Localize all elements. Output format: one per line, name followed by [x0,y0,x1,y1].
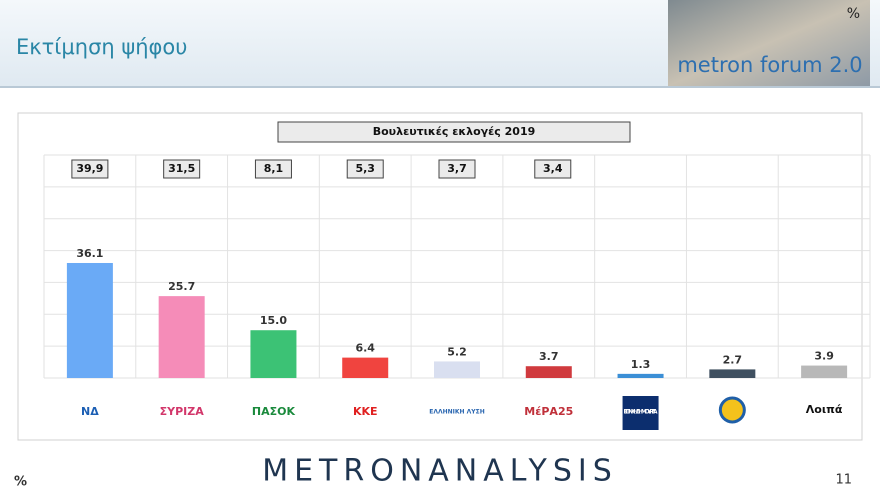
bar [617,373,664,378]
comparison-box [346,159,384,179]
x-tick-label: ΕΘΝΙΚΗ ΔΗΜΙΟΥΡΓΙΑ [624,409,658,416]
page-title: Εκτίμηση ψήφου [16,35,187,59]
data-label: 15.0 [260,314,287,327]
comparison-label: 39,9 [76,162,103,175]
x-tick-label: ΠΑΣΟΚ [252,405,296,418]
data-label: 36.1 [76,247,103,260]
data-label: 1.3 [631,358,651,371]
logo-bg [622,396,659,430]
comparison-box [254,159,292,179]
brand: METRONANALYSIS [262,454,618,489]
bar [158,296,205,378]
bar [801,365,848,378]
banner-unit: % [847,6,860,22]
bar [342,357,389,378]
comparison-label: 3,4 [543,162,563,175]
comparison-box [534,159,572,179]
bar [250,330,297,378]
bar [434,361,480,378]
x-tick-label: ΝΔ [81,405,99,418]
banner-image [668,0,870,86]
bar [66,262,113,378]
chart-title: Βουλευτικές εκλογές 2019 [373,125,536,138]
footer-unit: % [14,475,27,490]
comparison-label: 3,7 [447,162,467,175]
bar [525,366,572,378]
data-label: 3.7 [539,350,559,363]
chart-title-box [277,121,631,143]
comparison-label: 5,3 [355,162,375,175]
data-label: 3.9 [814,350,834,363]
x-tick-label: ΜέΡΑ25 [524,405,573,418]
logo [718,396,746,424]
data-label: 25.7 [168,280,195,293]
comparison-label: 8,1 [264,162,284,175]
data-label: 2.7 [723,353,743,366]
page-number: 11 [835,473,852,488]
data-label: 6.4 [355,342,375,355]
banner-text: metron forum 2.0 [677,53,862,77]
comparison-box [438,159,476,179]
comparison-box [71,159,109,179]
comparison-box [163,159,201,179]
data-label: 5.2 [447,345,467,358]
comparison-label: 31,5 [168,162,195,175]
x-tick-label: ΕΛΛΗΝΙΚΗ ΛΥΣΗ [429,409,485,416]
x-tick-label: ΣΥΡΙΖΑ [160,405,205,418]
bar [709,369,756,378]
header-rule [0,86,880,88]
x-tick-label: ΚΚΕ [353,405,378,418]
plot: 36.1 39,9 ΝΔ 25.7 31,5 ΣΥΡΙΖΑ 15.0 8,1 ΠΑΣΟΚ 6.4 5… [43,154,871,430]
x-tick-label: Λοιπά [806,403,843,416]
